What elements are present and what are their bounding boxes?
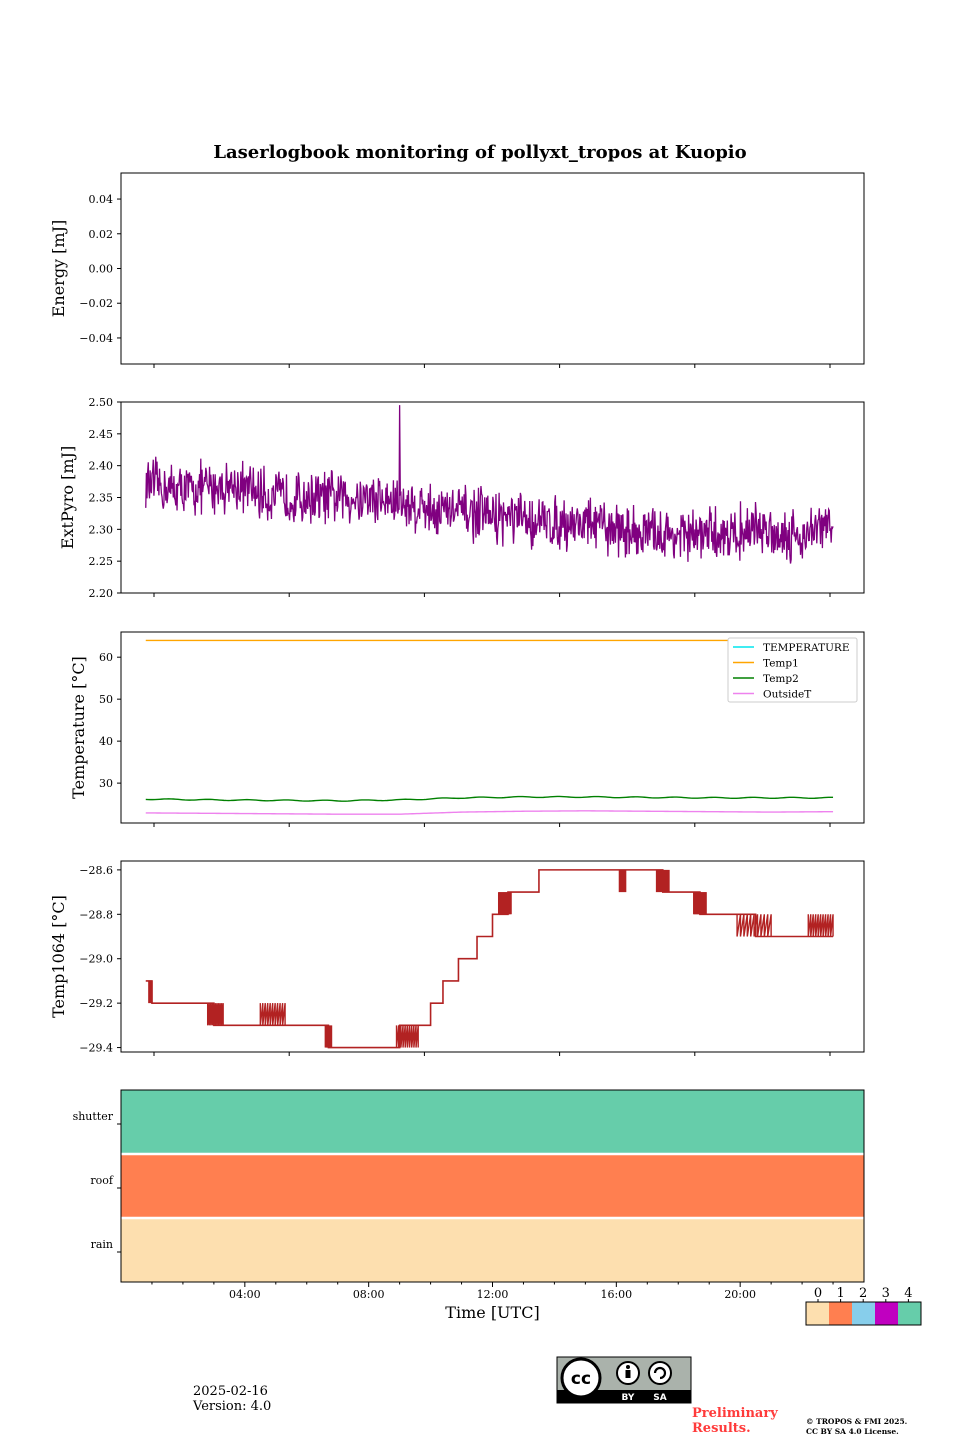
plot-area bbox=[120, 860, 865, 1053]
badge-sa-label: SA bbox=[653, 1393, 666, 1403]
y-tick-label: 50 bbox=[99, 693, 113, 706]
y-tick-label: −28.8 bbox=[79, 908, 113, 921]
y-tick-label: 2.30 bbox=[89, 523, 114, 536]
y-axis-label: Energy [mJ] bbox=[49, 220, 68, 318]
colorbar-tick-label: 3 bbox=[882, 1286, 890, 1301]
temp1064-flicker-line bbox=[693, 892, 707, 915]
plot-area bbox=[120, 172, 865, 365]
series-line-temp2 bbox=[145, 795, 834, 802]
temp1064-flicker-line bbox=[395, 1025, 419, 1048]
status-row-roof bbox=[121, 1154, 864, 1218]
y-tick-label: 40 bbox=[99, 735, 113, 748]
status-row-rain bbox=[121, 1218, 864, 1282]
colorbar-swatch-1 bbox=[829, 1302, 852, 1325]
temp1064-flicker-line bbox=[618, 869, 627, 893]
legend-box bbox=[727, 637, 858, 703]
colorbar-swatch-2 bbox=[852, 1302, 875, 1325]
license-badge: cc BY SA bbox=[556, 1356, 692, 1404]
temp1064-flicker-line bbox=[807, 914, 834, 937]
y-tick-label: −28.6 bbox=[79, 864, 113, 877]
x-axis-label: Time [UTC] bbox=[445, 1303, 539, 1322]
colorbar-swatch-0 bbox=[806, 1302, 829, 1325]
legend-entry: Temp1 bbox=[763, 658, 799, 670]
temp1064-flicker-line bbox=[736, 914, 772, 937]
temp1064-flicker-line bbox=[206, 1003, 224, 1026]
footer-date: 2025-02-16 bbox=[193, 1384, 268, 1399]
status-panel: shutter roof rain 04:00 08:00 12:00 16:00 20:00… bbox=[73, 1089, 865, 1322]
y-tick-label: 2.20 bbox=[89, 587, 114, 600]
preliminary-line-1: Preliminary bbox=[692, 1406, 778, 1421]
cc-logo-text: cc bbox=[571, 1369, 591, 1389]
legend-entry: Temp2 bbox=[763, 673, 799, 685]
y-tick-label: −29.4 bbox=[79, 1042, 113, 1055]
colorbar-tick-label: 4 bbox=[904, 1286, 912, 1301]
x-tick-label: 12:00 bbox=[477, 1288, 509, 1301]
temperature-panel: 60 50 40 30 Temperature [°C] TEMPERATURE Temp1… bbox=[69, 631, 865, 827]
y-axis-label: ExtPyro [mJ] bbox=[58, 446, 77, 549]
status-row-shutter bbox=[121, 1090, 864, 1154]
temp1064-flicker-line bbox=[259, 1003, 286, 1026]
status-row-label: rain bbox=[91, 1238, 113, 1251]
footer-version: Version: 4.0 bbox=[193, 1399, 272, 1414]
copyright-line-2: CC BY SA 4.0 License. bbox=[806, 1427, 899, 1436]
y-tick-label: 30 bbox=[99, 777, 113, 790]
share-alike-icon bbox=[648, 1361, 672, 1385]
y-tick-label: −29.0 bbox=[79, 953, 113, 966]
colorbar-swatch-4 bbox=[898, 1302, 921, 1325]
colorbar-tick-label: 2 bbox=[859, 1286, 867, 1301]
x-tick-label: 08:00 bbox=[353, 1288, 385, 1301]
x-tick-label: 16:00 bbox=[600, 1288, 632, 1301]
legend-entry: TEMPERATURE bbox=[763, 642, 850, 654]
badge-by-label: BY bbox=[622, 1393, 635, 1403]
energy-panel: 0.04 0.02 0.00 −0.02 −0.04 Energy [mJ] bbox=[49, 172, 865, 368]
status-row-label: roof bbox=[90, 1174, 114, 1187]
colorbar-tick-label: 1 bbox=[836, 1286, 844, 1301]
y-tick-label: 60 bbox=[99, 651, 113, 664]
temp1064-flicker-line bbox=[655, 869, 670, 893]
y-axis-label: Temperature [°C] bbox=[69, 656, 88, 799]
y-axis-label: Temp1064 [°C] bbox=[49, 895, 68, 1018]
copyright-note: © TROPOS & FMI 2025. CC BY SA 4.0 Licens… bbox=[806, 1417, 907, 1437]
legend-entry: OutsideT bbox=[763, 689, 811, 701]
footer-date-version: 2025-02-16 Version: 4.0 bbox=[193, 1384, 271, 1414]
temp1064-flicker-line bbox=[497, 892, 512, 915]
y-tick-label: 0.00 bbox=[89, 263, 114, 276]
series-line-outsidet bbox=[145, 810, 834, 815]
y-tick-label: 2.25 bbox=[89, 555, 114, 568]
chart-title: Laserlogbook monitoring of pollyxt_tropo… bbox=[213, 142, 746, 163]
y-tick-label: 2.40 bbox=[89, 460, 114, 473]
y-tick-label: 0.02 bbox=[89, 228, 114, 241]
copyright-line-1: © TROPOS & FMI 2025. bbox=[806, 1417, 908, 1426]
y-tick-label: −29.2 bbox=[79, 997, 113, 1010]
extpyro-panel: 2.50 2.45 2.40 2.35 2.30 2.25 2.20 ExtPyro [mJ] bbox=[58, 396, 865, 600]
preliminary-line-2: Results. bbox=[692, 1421, 751, 1436]
y-tick-label: 0.04 bbox=[89, 193, 114, 206]
temp1064-flicker-line bbox=[148, 980, 153, 1004]
cc-logo-icon bbox=[560, 1357, 602, 1399]
y-tick-label: −0.02 bbox=[79, 297, 113, 310]
colorbar-tick-label: 0 bbox=[814, 1286, 822, 1301]
status-row-label: shutter bbox=[73, 1110, 114, 1123]
extpyro-series-line bbox=[145, 405, 834, 564]
y-tick-label: 2.35 bbox=[89, 492, 114, 505]
y-tick-label: 2.45 bbox=[89, 428, 114, 441]
x-tick-label: 04:00 bbox=[229, 1288, 261, 1301]
y-tick-label: −0.04 bbox=[79, 332, 113, 345]
temp1064-panel: −28.6 −28.8 −29.0 −29.2 −29.4 Temp1064 [°C] bbox=[49, 860, 865, 1056]
temp1064-flicker-line bbox=[324, 1025, 333, 1048]
x-tick-label: 20:00 bbox=[724, 1288, 756, 1301]
colorbar-swatch-3 bbox=[875, 1302, 898, 1325]
y-tick-label: 2.50 bbox=[89, 396, 114, 409]
preliminary-note: Preliminary Results. bbox=[692, 1406, 778, 1436]
